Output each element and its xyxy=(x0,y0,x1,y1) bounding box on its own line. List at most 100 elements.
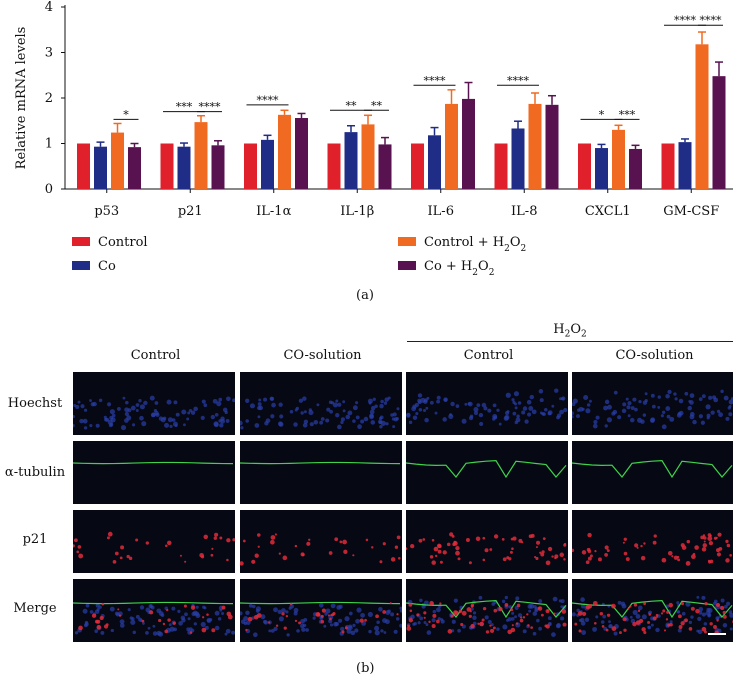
nucleus xyxy=(89,610,94,614)
nucleus xyxy=(472,615,477,620)
nucleus xyxy=(376,620,380,625)
nucleus xyxy=(224,632,228,636)
nucleus xyxy=(621,408,627,414)
x-tick-label: p53 xyxy=(94,204,119,219)
p21-dot xyxy=(283,626,287,630)
nucleus xyxy=(240,420,243,426)
p21-dot xyxy=(636,546,639,549)
p21-dot xyxy=(586,547,591,552)
treatment-header: H2O2 xyxy=(407,322,733,340)
p21-dot xyxy=(394,545,399,549)
nucleus xyxy=(203,403,208,408)
nucleus xyxy=(729,613,733,618)
p21-dot xyxy=(141,619,145,623)
nucleus xyxy=(514,615,517,619)
nucleus xyxy=(423,399,428,404)
nucleus xyxy=(139,605,145,610)
p21-dot xyxy=(226,538,231,543)
p21-dot xyxy=(114,551,119,556)
p21-dot xyxy=(375,614,379,619)
nucleus xyxy=(406,412,411,417)
nucleus xyxy=(532,611,538,616)
nucleus xyxy=(644,392,648,396)
p21-dot xyxy=(541,550,545,554)
nucleus xyxy=(472,611,477,615)
p21-dot xyxy=(561,609,567,614)
p21-dot xyxy=(213,536,218,540)
bar xyxy=(278,114,291,189)
nucleus xyxy=(77,400,81,404)
nucleus xyxy=(510,616,515,621)
nucleus xyxy=(127,608,131,612)
p21-dot xyxy=(390,557,396,562)
p21-dot xyxy=(460,622,464,627)
nucleus xyxy=(277,609,282,615)
nucleus xyxy=(278,402,283,407)
nucleus xyxy=(580,620,586,626)
nucleus xyxy=(79,418,84,424)
nucleus xyxy=(350,630,356,636)
nucleus xyxy=(681,611,686,616)
p21-dot xyxy=(501,537,505,541)
nucleus xyxy=(425,406,429,410)
nucleus xyxy=(73,423,75,428)
nucleus xyxy=(426,630,432,635)
nucleus xyxy=(344,616,350,622)
nucleus xyxy=(715,616,720,621)
nucleus xyxy=(356,607,362,613)
nucleus xyxy=(384,397,389,402)
p21-dot xyxy=(641,627,646,632)
nucleus xyxy=(145,630,149,635)
p21-dot xyxy=(211,547,214,550)
bar xyxy=(511,128,525,189)
p21-dot xyxy=(509,550,513,554)
nucleus xyxy=(286,633,290,637)
p21-dot xyxy=(126,554,130,559)
nucleus xyxy=(268,629,272,633)
p21-dot xyxy=(470,603,475,607)
nucleus xyxy=(423,409,427,413)
nucleus xyxy=(423,620,427,624)
p21-dot xyxy=(285,615,289,618)
nucleus xyxy=(607,404,612,410)
p21-dot xyxy=(611,626,617,631)
nucleus xyxy=(730,397,733,401)
nucleus xyxy=(83,426,88,430)
nucleus xyxy=(478,595,483,600)
p21-dot xyxy=(668,602,674,608)
nucleus xyxy=(177,609,181,613)
p21-dot xyxy=(643,542,646,545)
nucleus xyxy=(379,424,383,429)
p21-dot xyxy=(202,616,205,619)
p21-dot xyxy=(547,546,553,552)
p21-dot xyxy=(623,551,628,556)
nucleus xyxy=(708,395,713,400)
p21-dot xyxy=(493,534,499,539)
p21-dot xyxy=(468,561,472,565)
nucleus xyxy=(210,414,215,420)
nucleus xyxy=(538,599,543,603)
cilia-line xyxy=(73,461,234,465)
nucleus xyxy=(580,604,586,609)
nucleus xyxy=(355,401,359,405)
nucleus xyxy=(728,412,733,417)
nucleus xyxy=(517,401,522,405)
nucleus xyxy=(82,418,88,424)
p21-dot xyxy=(119,556,123,560)
p21-dot xyxy=(506,556,510,560)
p21-dot xyxy=(691,554,696,560)
p21-dot xyxy=(210,553,214,557)
nucleus xyxy=(522,406,528,411)
legend-label: Control + H2O2 xyxy=(424,235,526,254)
column-label-control: Control xyxy=(130,348,181,363)
p21-dot xyxy=(227,614,233,620)
bar xyxy=(94,146,107,189)
p21-dot xyxy=(700,535,705,540)
nucleus xyxy=(706,416,710,420)
p21-dot xyxy=(537,606,543,611)
y-tick-label: 4 xyxy=(45,0,53,15)
p21-dot xyxy=(709,622,713,626)
nucleus xyxy=(630,406,635,411)
p21-dot xyxy=(540,552,545,557)
nucleus xyxy=(419,598,423,603)
